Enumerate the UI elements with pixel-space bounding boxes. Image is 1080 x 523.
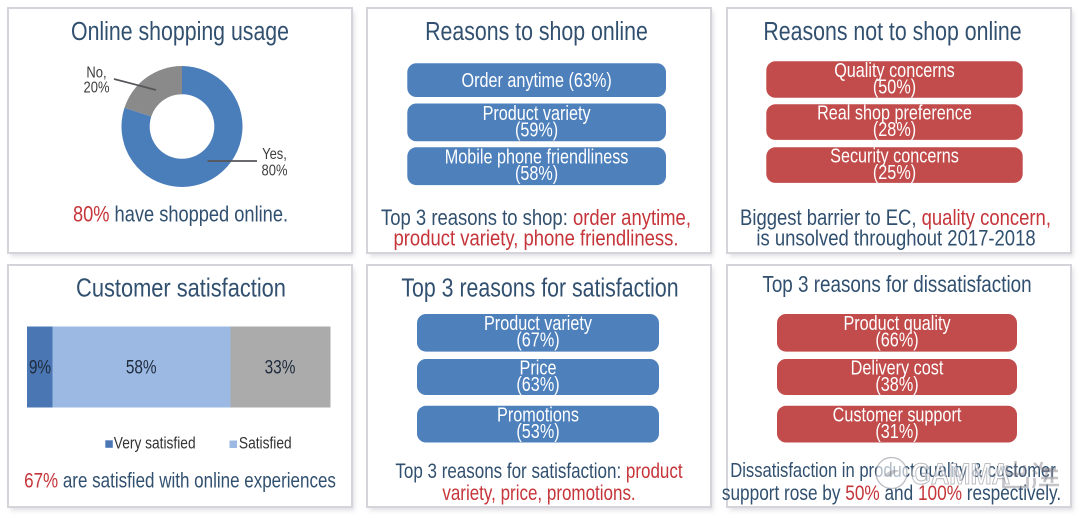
svg-text:(38%): (38%) [875, 373, 918, 395]
svg-text:Top 3 reasons for satisfaction: Top 3 reasons for satisfaction: product [395, 460, 683, 483]
svg-text:Top 3 reasons to shop: order a: Top 3 reasons to shop: order anytime, [381, 207, 691, 231]
svg-text:(59%): (59%) [515, 119, 558, 141]
svg-text:67% are satisfied with online: 67% are satisfied with online experience… [24, 470, 336, 493]
svg-text:GAMMA: GAMMA [911, 457, 1010, 490]
svg-text:Reasons not to shop online: Reasons not to shop online [763, 17, 1021, 47]
svg-text:Online shopping usage: Online shopping usage [71, 17, 289, 47]
svg-text:Top 3 reasons for satisfaction: Top 3 reasons for satisfaction [401, 274, 678, 304]
svg-text:Customer support: Customer support [833, 404, 962, 426]
svg-text:Yes,: Yes, [262, 146, 287, 164]
svg-text:58%: 58% [126, 356, 157, 378]
svg-text:Satisfied: Satisfied [239, 434, 292, 453]
svg-text:product variety, phone friendl: product variety, phone friendliness. [394, 227, 679, 251]
svg-text:(25%): (25%) [873, 161, 916, 183]
svg-text:Security concerns: Security concerns [830, 145, 959, 167]
svg-text:(31%): (31%) [875, 421, 918, 443]
svg-text:80% have shopped online.: 80% have shopped online. [73, 203, 288, 227]
svg-text:No,: No, [86, 64, 106, 82]
svg-text:Delivery cost: Delivery cost [851, 357, 944, 379]
svg-text:Very satisfied: Very satisfied [114, 434, 196, 453]
svg-text:Quality concerns: Quality concerns [834, 59, 955, 81]
svg-text:Product quality: Product quality [843, 313, 951, 335]
svg-text:is unsolved throughout 2017-20: is unsolved throughout 2017-2018 [756, 227, 1035, 251]
svg-text:Promotions: Promotions [497, 404, 579, 426]
svg-text:Biggest barrier to EC, quality: Biggest barrier to EC, quality concern, [740, 207, 1051, 231]
svg-text:Product variety: Product variety [484, 313, 593, 335]
svg-text:Real shop preference: Real shop preference [817, 102, 972, 124]
svg-text:33%: 33% [265, 356, 296, 378]
svg-text:(50%): (50%) [873, 76, 916, 98]
svg-text:variety, price, promotions.: variety, price, promotions. [442, 482, 635, 505]
svg-text:Order anytime (63%): Order anytime (63%) [461, 69, 611, 91]
svg-text:(53%): (53%) [516, 421, 559, 443]
svg-text:Price: Price [520, 357, 557, 379]
svg-text:(67%): (67%) [516, 329, 559, 351]
svg-text:(58%): (58%) [515, 163, 558, 185]
svg-text:(66%): (66%) [875, 329, 918, 351]
svg-text:9%: 9% [29, 356, 51, 378]
svg-text:Product variety: Product variety [483, 102, 592, 124]
svg-text:Customer satisfaction: Customer satisfaction [76, 274, 286, 303]
svg-text:(28%): (28%) [873, 118, 916, 140]
svg-text:Top 3 reasons for dissatisfact: Top 3 reasons for dissatisfaction [762, 272, 1031, 297]
svg-text:80%: 80% [262, 162, 288, 180]
svg-text:20%: 20% [84, 79, 110, 97]
svg-text:Reasons to shop online: Reasons to shop online [425, 17, 648, 47]
svg-text:(63%): (63%) [516, 373, 559, 395]
svg-text:Mobile phone friendliness: Mobile phone friendliness [445, 146, 629, 168]
